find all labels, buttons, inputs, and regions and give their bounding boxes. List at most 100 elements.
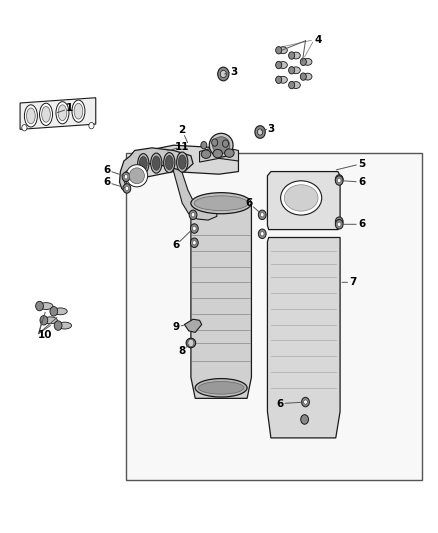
Circle shape [50, 306, 58, 316]
Circle shape [22, 125, 27, 131]
Ellipse shape [39, 303, 53, 310]
Ellipse shape [58, 105, 67, 120]
Circle shape [301, 415, 308, 424]
Ellipse shape [201, 150, 211, 158]
Circle shape [89, 123, 94, 129]
Ellipse shape [72, 100, 85, 122]
Circle shape [212, 139, 218, 146]
Text: 4: 4 [315, 35, 322, 45]
Circle shape [258, 229, 266, 239]
Circle shape [193, 227, 196, 231]
Ellipse shape [27, 108, 35, 124]
Circle shape [300, 58, 306, 66]
Circle shape [289, 67, 295, 74]
Text: 8: 8 [179, 346, 186, 356]
Circle shape [191, 238, 198, 247]
Ellipse shape [292, 52, 300, 59]
Circle shape [338, 222, 341, 227]
Ellipse shape [304, 73, 312, 80]
Circle shape [125, 187, 129, 191]
Circle shape [338, 220, 341, 224]
Circle shape [191, 213, 195, 217]
Circle shape [302, 397, 309, 407]
Ellipse shape [209, 133, 233, 157]
Circle shape [258, 129, 263, 135]
Polygon shape [268, 172, 340, 230]
Circle shape [304, 400, 307, 404]
Circle shape [300, 73, 306, 80]
Circle shape [338, 177, 341, 182]
Circle shape [223, 140, 229, 147]
Ellipse shape [225, 149, 234, 157]
Ellipse shape [279, 62, 287, 68]
Polygon shape [191, 203, 251, 398]
Circle shape [276, 61, 282, 69]
Ellipse shape [292, 82, 300, 88]
Ellipse shape [129, 168, 145, 184]
Ellipse shape [56, 102, 69, 124]
Ellipse shape [74, 103, 83, 119]
Polygon shape [20, 98, 96, 130]
Text: 6: 6 [358, 177, 365, 187]
Circle shape [220, 70, 226, 78]
Circle shape [40, 316, 48, 325]
Circle shape [191, 224, 198, 233]
Text: 6: 6 [246, 198, 253, 208]
Ellipse shape [152, 156, 160, 170]
Ellipse shape [166, 156, 173, 169]
Circle shape [336, 217, 343, 227]
Text: 10: 10 [38, 330, 53, 340]
Ellipse shape [279, 76, 287, 83]
Text: 11: 11 [175, 142, 190, 152]
Ellipse shape [212, 137, 230, 154]
Circle shape [189, 210, 197, 220]
Text: 1: 1 [66, 103, 74, 114]
Circle shape [188, 340, 194, 346]
Text: 5: 5 [358, 159, 365, 168]
Text: 6: 6 [172, 240, 180, 251]
Text: 3: 3 [230, 67, 238, 77]
Circle shape [276, 46, 282, 54]
Ellipse shape [164, 152, 175, 173]
Polygon shape [200, 146, 238, 162]
Ellipse shape [292, 67, 300, 74]
Text: 7: 7 [350, 277, 357, 287]
Circle shape [258, 210, 266, 220]
Ellipse shape [279, 47, 287, 54]
Text: 2: 2 [179, 125, 186, 135]
Circle shape [336, 175, 343, 184]
Circle shape [289, 52, 295, 59]
Circle shape [338, 179, 341, 183]
Circle shape [255, 126, 265, 139]
Ellipse shape [43, 317, 57, 324]
Ellipse shape [139, 157, 147, 171]
Circle shape [122, 172, 130, 182]
Circle shape [124, 175, 128, 179]
Circle shape [336, 220, 343, 229]
Ellipse shape [138, 154, 149, 174]
Ellipse shape [151, 153, 162, 173]
Bar [126, 153, 422, 480]
Text: 9: 9 [172, 322, 179, 332]
Ellipse shape [198, 382, 244, 394]
Ellipse shape [58, 322, 71, 329]
Circle shape [261, 213, 264, 217]
Circle shape [54, 321, 62, 330]
Ellipse shape [213, 149, 223, 158]
Polygon shape [268, 238, 340, 438]
Text: 6: 6 [358, 219, 365, 229]
Ellipse shape [194, 196, 248, 211]
Ellipse shape [25, 105, 37, 127]
Ellipse shape [281, 181, 321, 215]
Text: 6: 6 [103, 177, 110, 187]
Ellipse shape [284, 185, 318, 211]
Circle shape [201, 141, 207, 149]
Ellipse shape [186, 338, 196, 348]
Circle shape [261, 232, 264, 236]
Ellipse shape [53, 308, 67, 315]
Circle shape [336, 176, 343, 185]
Polygon shape [184, 319, 202, 333]
Ellipse shape [177, 152, 188, 172]
Circle shape [218, 67, 229, 81]
Ellipse shape [195, 378, 247, 397]
